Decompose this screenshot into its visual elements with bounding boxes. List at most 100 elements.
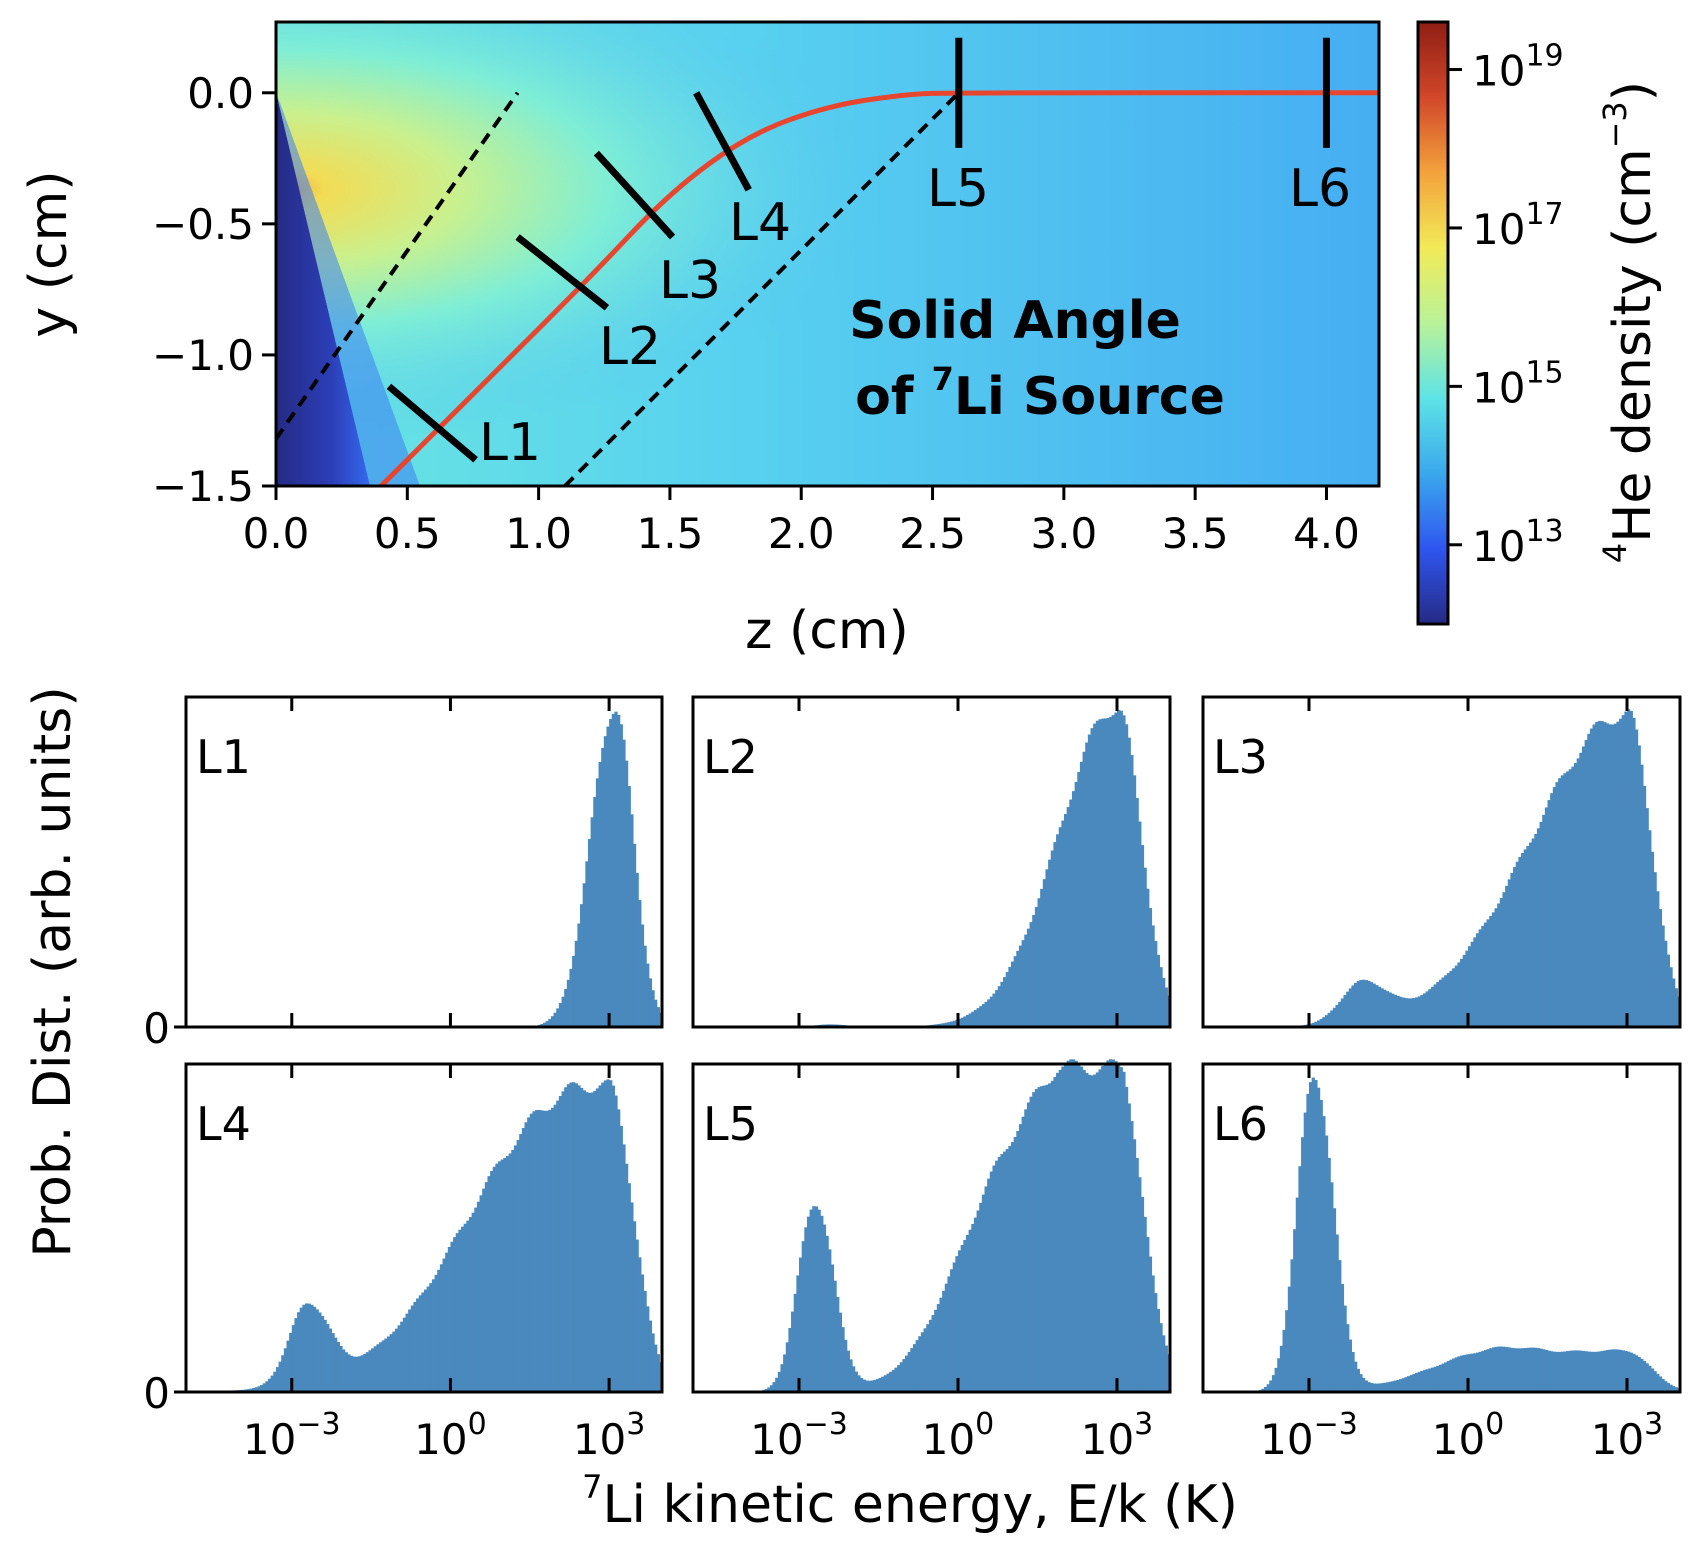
histogram-bar (447, 1247, 452, 1392)
histogram-bars (1277, 709, 1681, 1027)
histogram-bar (1417, 996, 1421, 1027)
histogram-bar (590, 1092, 594, 1392)
histogram-bar (1309, 1023, 1313, 1027)
histogram-bar (1560, 775, 1564, 1027)
histogram-bar (928, 1319, 933, 1392)
histogram-bar (1640, 1358, 1644, 1392)
histogram-bar (1330, 1010, 1334, 1027)
y-tick-label: −1.0 (152, 331, 254, 380)
histogram-bar (1452, 968, 1456, 1027)
histogram-bar (1301, 1137, 1305, 1392)
histogram-bar (1486, 919, 1490, 1027)
histogram-bar (606, 726, 610, 1027)
histogram-bar (289, 1332, 293, 1392)
histogram-bar (1122, 1071, 1126, 1392)
histogram-bar (1340, 998, 1345, 1027)
histogram-bar (260, 1384, 264, 1392)
histogram-bar (1117, 1063, 1121, 1392)
histogram-bar (1034, 1088, 1039, 1392)
histogram-bar (891, 1369, 895, 1392)
histogram-bar (458, 1229, 462, 1392)
histogram-bar (1156, 954, 1160, 1027)
histogram-bar (1457, 1356, 1461, 1392)
histogram-bar (1494, 1346, 1498, 1392)
histogram-bar (1634, 1355, 1639, 1392)
histogram-bar (1056, 1072, 1060, 1392)
histogram-bar (1277, 1358, 1281, 1392)
histogram-bar (1024, 1109, 1028, 1392)
histogram-bar (297, 1312, 301, 1392)
histogram-bar (1449, 970, 1453, 1027)
histogram-bar (545, 1110, 549, 1392)
histogram-bar (1656, 891, 1660, 1027)
histogram-bar (979, 1006, 983, 1027)
solid-angle-line-2 (563, 91, 961, 486)
histogram-bar (1470, 1353, 1474, 1392)
annotation-of: of (855, 367, 931, 427)
histogram-bar (963, 1016, 967, 1027)
histogram-bar (923, 1328, 927, 1392)
histogram-bar (785, 1342, 789, 1392)
histogram-bar (601, 1082, 605, 1392)
histogram-bar (844, 1339, 848, 1392)
histogram-bar (841, 1327, 845, 1392)
histogram-bar (1095, 1072, 1100, 1392)
histogram-bar (950, 1021, 954, 1027)
histogram-bar (1143, 867, 1147, 1027)
histogram-bar (492, 1166, 496, 1392)
histogram-bar (1581, 746, 1586, 1027)
histogram-bar (1066, 1060, 1070, 1392)
histogram-bar (601, 747, 605, 1027)
histogram-bar (609, 719, 613, 1027)
histogram-bar (1674, 1387, 1678, 1392)
histogram-bar (1634, 729, 1639, 1027)
histogram-panel-label: L3 (1213, 730, 1268, 784)
histogram-bar (291, 1325, 296, 1392)
solid-angle-line-1 (276, 91, 520, 440)
colorbar-tick-label-base: 10 (1472, 363, 1525, 412)
histogram-bar (1515, 861, 1519, 1027)
histogram-bar (1552, 787, 1557, 1027)
histogram-bar (281, 1355, 285, 1392)
marker-label-l5: L5 (927, 159, 989, 219)
histogram-bar (1600, 721, 1604, 1027)
histogram-bar (262, 1383, 266, 1392)
histogram-bar (553, 1104, 557, 1392)
histogram-bar (1661, 925, 1665, 1027)
histogram-bar (1624, 1350, 1628, 1392)
histogram-bar (905, 1355, 909, 1392)
histogram-x-tick-label-exp: 0 (468, 1407, 487, 1442)
histogram-bar (920, 1332, 925, 1392)
histogram-bar (1354, 1361, 1358, 1392)
histogram-bar (849, 1359, 853, 1392)
histogram-bar (421, 1292, 425, 1392)
colorbar-tick-label-exp: 17 (1525, 197, 1563, 232)
histogram-bar (1664, 1381, 1668, 1392)
histogram-bar (1303, 1112, 1307, 1392)
histogram-bar (646, 963, 650, 1027)
histogram-bar (355, 1356, 359, 1392)
histogram-bar (1348, 1339, 1352, 1392)
histogram-bar (1375, 985, 1379, 1027)
histogram-bar (1348, 988, 1352, 1027)
histogram-bar (1483, 1350, 1488, 1392)
histogram-bar (275, 1367, 280, 1392)
marker-l2 (515, 234, 610, 311)
histogram-bar (1587, 733, 1591, 1027)
histogram-bar (859, 1377, 864, 1392)
histogram-bar (1090, 1075, 1094, 1392)
histogram-bar (1135, 1158, 1139, 1392)
histogram-bar (643, 1290, 647, 1392)
histogram-bar (580, 1087, 584, 1392)
histogram-bar (638, 1257, 642, 1392)
histogram-bar (590, 817, 594, 1027)
histogram-bar (318, 1312, 322, 1392)
histogram-bar (1399, 1379, 1403, 1392)
histogram-bar (1042, 879, 1047, 1027)
histogram-bar (973, 1009, 978, 1027)
histogram-bar (1547, 800, 1551, 1027)
histogram-bar (315, 1309, 319, 1392)
histogram-bar (1650, 851, 1655, 1027)
